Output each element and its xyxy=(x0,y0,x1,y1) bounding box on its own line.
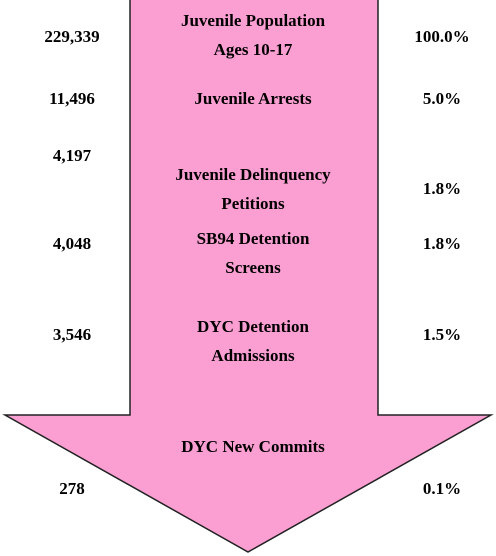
percent: 100.0% xyxy=(414,27,469,46)
count: 4,048 xyxy=(53,234,91,253)
stage-label: Juvenile Delinquency xyxy=(175,165,331,184)
percent: 1.8% xyxy=(423,179,461,198)
percent: 1.5% xyxy=(423,325,461,344)
percent: 5.0% xyxy=(423,89,461,108)
stage-label: Ages 10-17 xyxy=(214,40,293,59)
percent: 1.8% xyxy=(423,234,461,253)
count: 11,496 xyxy=(49,89,95,108)
stage-label: DYC Detention xyxy=(197,317,309,336)
percent: 0.1% xyxy=(423,479,461,498)
count: 3,546 xyxy=(53,325,91,344)
stage-label: Petitions xyxy=(221,194,285,213)
count: 229,339 xyxy=(44,27,99,46)
stage-label: Juvenile Population xyxy=(181,11,326,30)
stage-label: Screens xyxy=(225,258,281,277)
stage-label: Juvenile Arrests xyxy=(194,89,312,108)
stage-label: DYC New Commits xyxy=(181,437,325,456)
count: 278 xyxy=(59,479,85,498)
stage-label: SB94 Detention xyxy=(197,229,310,248)
stage-label: Admissions xyxy=(211,346,295,365)
count: 4,197 xyxy=(53,146,92,165)
